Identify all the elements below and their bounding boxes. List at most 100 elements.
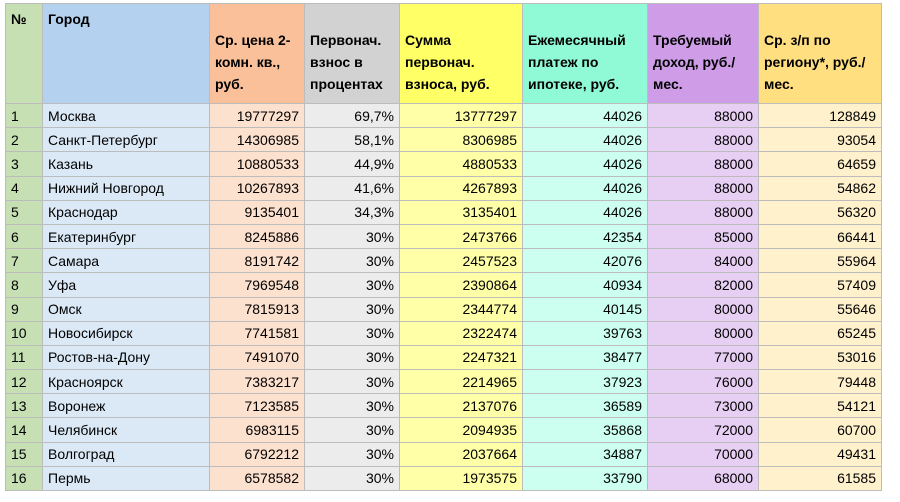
cell-avg-salary: 61585 bbox=[758, 465, 882, 492]
cell-down-payment-percent: 44,9% bbox=[304, 151, 400, 177]
cell-required-income: 88000 bbox=[647, 175, 759, 201]
cell-row-number: 14 bbox=[5, 417, 43, 443]
cell-down-payment-percent: 30% bbox=[304, 296, 400, 322]
cell-row-number: 16 bbox=[5, 465, 43, 492]
cell-monthly-payment: 44026 bbox=[522, 199, 648, 225]
cell-avg-salary: 128849 bbox=[758, 102, 882, 129]
table-row: 15 Волгоград 6792212 30% 2037664 34887 70000 49… bbox=[5, 441, 882, 467]
cell-avg-price: 8245886 bbox=[209, 223, 305, 250]
cell-avg-price: 8191742 bbox=[209, 248, 305, 274]
cell-monthly-payment: 40934 bbox=[522, 272, 648, 298]
cell-monthly-payment: 44026 bbox=[522, 102, 648, 129]
cell-down-payment-sum: 1973575 bbox=[399, 465, 523, 492]
cell-avg-price: 6578582 bbox=[209, 465, 305, 492]
cell-down-payment-sum: 2247321 bbox=[399, 344, 523, 371]
header-row: № Город Ср. цена 2-комн. кв., руб. Перво… bbox=[5, 3, 882, 104]
cell-monthly-payment: 42076 bbox=[522, 248, 648, 274]
cell-row-number: 15 bbox=[5, 441, 43, 467]
table-row: 16 Пермь 6578582 30% 1973575 33790 68000 61585 bbox=[5, 465, 882, 492]
cell-down-payment-sum: 13777297 bbox=[399, 102, 523, 129]
cell-down-payment-sum: 4880533 bbox=[399, 151, 523, 177]
cell-city-name: Волгоград bbox=[42, 441, 210, 467]
cell-required-income: 88000 bbox=[647, 151, 759, 177]
cell-avg-salary: 54862 bbox=[758, 175, 882, 201]
cell-required-income: 88000 bbox=[647, 102, 759, 129]
table-row: 9 Омск 7815913 30% 2344774 40145 80000 55646 bbox=[5, 296, 882, 322]
cell-city-name: Москва bbox=[42, 102, 210, 129]
cell-city-name: Омск bbox=[42, 296, 210, 322]
cell-avg-salary: 64659 bbox=[758, 151, 882, 177]
cell-down-payment-sum: 2473766 bbox=[399, 223, 523, 250]
cell-row-number: 11 bbox=[5, 344, 43, 371]
table-row: 4 Нижний Новгород 10267893 41,6% 4267893 4402… bbox=[5, 175, 882, 201]
table-row: 6 Екатеринбург 8245886 30% 2473766 42354 85000… bbox=[5, 223, 882, 250]
table-row: 8 Уфа 7969548 30% 2390864 40934 82000 57409 bbox=[5, 272, 882, 298]
cell-avg-salary: 65245 bbox=[758, 320, 882, 346]
cell-row-number: 8 bbox=[5, 272, 43, 298]
cell-down-payment-percent: 30% bbox=[304, 441, 400, 467]
table-row: 12 Красноярск 7383217 30% 2214965 37923 76000 7… bbox=[5, 369, 882, 395]
header-number: № bbox=[5, 3, 43, 104]
cell-avg-price: 7123585 bbox=[209, 393, 305, 419]
cell-monthly-payment: 40145 bbox=[522, 296, 648, 322]
cell-avg-salary: 93054 bbox=[758, 127, 882, 153]
cell-city-name: Ростов-на-Дону bbox=[42, 344, 210, 371]
cell-down-payment-sum: 2344774 bbox=[399, 296, 523, 322]
cell-down-payment-sum: 2390864 bbox=[399, 272, 523, 298]
cell-avg-salary: 49431 bbox=[758, 441, 882, 467]
cell-city-name: Воронеж bbox=[42, 393, 210, 419]
cell-avg-price: 7741581 bbox=[209, 320, 305, 346]
cell-down-payment-percent: 30% bbox=[304, 465, 400, 492]
cell-row-number: 3 bbox=[5, 151, 43, 177]
table-row: 1 Москва 19777297 69,7% 13777297 44026 88000 12… bbox=[5, 102, 882, 129]
cell-city-name: Челябинск bbox=[42, 417, 210, 443]
cell-required-income: 77000 bbox=[647, 344, 759, 371]
cell-down-payment-sum: 2094935 bbox=[399, 417, 523, 443]
cell-down-payment-percent: 30% bbox=[304, 320, 400, 346]
cell-down-payment-sum: 3135401 bbox=[399, 199, 523, 225]
cell-avg-salary: 55964 bbox=[758, 248, 882, 274]
cell-avg-salary: 55646 bbox=[758, 296, 882, 322]
cell-down-payment-sum: 8306985 bbox=[399, 127, 523, 153]
table-row: 3 Казань 10880533 44,9% 4880533 44026 88000 646… bbox=[5, 151, 882, 177]
cell-avg-price: 19777297 bbox=[209, 102, 305, 129]
cell-monthly-payment: 37923 bbox=[522, 369, 648, 395]
cell-required-income: 88000 bbox=[647, 127, 759, 153]
cell-down-payment-percent: 30% bbox=[304, 248, 400, 274]
cell-down-payment-percent: 58,1% bbox=[304, 127, 400, 153]
cell-required-income: 80000 bbox=[647, 296, 759, 322]
cell-row-number: 13 bbox=[5, 393, 43, 419]
cell-monthly-payment: 44026 bbox=[522, 151, 648, 177]
cell-avg-price: 7969548 bbox=[209, 272, 305, 298]
cell-row-number: 4 bbox=[5, 175, 43, 201]
cell-down-payment-percent: 30% bbox=[304, 393, 400, 419]
cell-city-name: Новосибирск bbox=[42, 320, 210, 346]
cell-required-income: 76000 bbox=[647, 369, 759, 395]
cell-row-number: 7 bbox=[5, 248, 43, 274]
cell-avg-salary: 56320 bbox=[758, 199, 882, 225]
cell-city-name: Санкт-Петербург bbox=[42, 127, 210, 153]
cell-down-payment-sum: 2137076 bbox=[399, 393, 523, 419]
cell-avg-price: 6983115 bbox=[209, 417, 305, 443]
cell-row-number: 10 bbox=[5, 320, 43, 346]
cell-down-payment-percent: 34,3% bbox=[304, 199, 400, 225]
cell-down-payment-sum: 2037664 bbox=[399, 441, 523, 467]
cell-avg-price: 10880533 bbox=[209, 151, 305, 177]
cell-down-payment-percent: 30% bbox=[304, 369, 400, 395]
cell-required-income: 72000 bbox=[647, 417, 759, 443]
cell-city-name: Краснодар bbox=[42, 199, 210, 225]
header-monthly-payment: Ежемесячный платеж по ипотеке, руб. bbox=[522, 3, 648, 104]
cell-row-number: 2 bbox=[5, 127, 43, 153]
cell-required-income: 80000 bbox=[647, 320, 759, 346]
header-avg-price: Ср. цена 2-комн. кв., руб. bbox=[209, 3, 305, 104]
table-row: 14 Челябинск 6983115 30% 2094935 35868 72000 60… bbox=[5, 417, 882, 443]
cell-required-income: 68000 bbox=[647, 465, 759, 492]
header-city: Город bbox=[42, 3, 210, 104]
cell-down-payment-percent: 30% bbox=[304, 344, 400, 371]
cell-monthly-payment: 34887 bbox=[522, 441, 648, 467]
cell-avg-salary: 57409 bbox=[758, 272, 882, 298]
cell-monthly-payment: 36589 bbox=[522, 393, 648, 419]
cell-city-name: Красноярск bbox=[42, 369, 210, 395]
mortgage-table: № Город Ср. цена 2-комн. кв., руб. Перво… bbox=[5, 3, 882, 492]
